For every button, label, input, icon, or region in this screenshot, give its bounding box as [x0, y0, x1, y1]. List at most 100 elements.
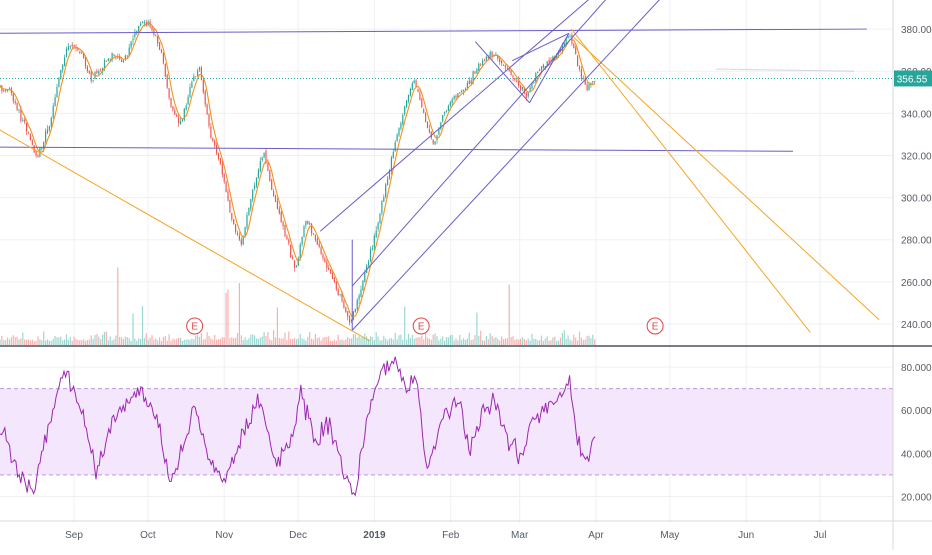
- moving-average-line: [0, 22, 595, 318]
- candle-body: [185, 105, 187, 110]
- candle-body: [16, 102, 18, 110]
- volume-bar: [478, 335, 480, 345]
- candle-body: [102, 67, 104, 72]
- candle-body: [400, 123, 402, 129]
- candle-body: [202, 79, 204, 93]
- volume-bar: [16, 336, 18, 345]
- candle-body: [33, 145, 35, 153]
- volume-bar: [208, 336, 210, 345]
- candle-body: [292, 257, 294, 259]
- volume-bar: [236, 332, 239, 345]
- volume-bar: [290, 338, 292, 345]
- candle-body: [307, 221, 309, 224]
- candle-body: [423, 109, 425, 113]
- candle-body: [396, 134, 398, 142]
- volume-bar: [588, 335, 590, 345]
- time-tick-label: Oct: [140, 530, 156, 541]
- volume-bar: [569, 339, 571, 345]
- volume-bar: [223, 337, 225, 345]
- candle-body: [368, 261, 370, 266]
- volume-bar: [79, 340, 81, 345]
- volume-bar: [269, 339, 271, 345]
- candle-body: [483, 60, 486, 61]
- candle-body: [168, 88, 170, 98]
- candle-body: [274, 195, 277, 202]
- candle-body: [166, 74, 168, 88]
- projection-line-upper: [573, 37, 880, 321]
- volume-bar: [377, 336, 379, 345]
- volume-bar: [111, 340, 113, 345]
- volume-bar: [400, 334, 402, 345]
- candle-body: [592, 81, 594, 83]
- volume-bar: [155, 338, 157, 345]
- volume-bar: [525, 340, 527, 345]
- candle-body: [278, 208, 280, 214]
- volume-bar: [571, 340, 573, 345]
- volume-bar: [81, 340, 83, 345]
- candle-body: [50, 117, 52, 127]
- candle-body: [273, 191, 275, 197]
- candle-body: [379, 214, 381, 224]
- candle-body: [417, 88, 419, 92]
- candle-body: [586, 84, 588, 91]
- volume-bar: [426, 337, 429, 345]
- candle-body: [103, 60, 106, 70]
- candle-body: [86, 66, 88, 71]
- candle-body: [442, 115, 444, 121]
- candle-body: [221, 163, 223, 175]
- volume-bar: [476, 312, 478, 345]
- candle-body: [438, 128, 440, 135]
- candle-body: [257, 169, 259, 178]
- volume-bar: [565, 338, 567, 345]
- volume-bar: [406, 339, 408, 345]
- volume-bar: [432, 334, 434, 345]
- volume-bar: [130, 340, 132, 345]
- volume-bar: [100, 339, 102, 345]
- volume-bar: [206, 332, 208, 345]
- volume-bar: [292, 339, 294, 345]
- volume-bar: [434, 333, 436, 345]
- volume-layer: [0, 267, 596, 345]
- candle-body: [497, 55, 499, 59]
- volume-bar: [502, 339, 505, 345]
- volume-bar: [96, 334, 98, 345]
- candle-body: [328, 267, 330, 271]
- volume-bar: [282, 338, 284, 345]
- candle-body: [231, 212, 233, 220]
- candle-body: [75, 46, 77, 49]
- volume-bar: [504, 338, 506, 345]
- candle-body: [466, 82, 468, 89]
- candle-body: [377, 223, 379, 230]
- falling-trendline: [0, 129, 370, 342]
- candle-body: [18, 109, 20, 111]
- candle-body: [373, 235, 375, 248]
- drawing-layer: [0, 0, 893, 342]
- volume-bar: [457, 340, 459, 345]
- volume-bar: [14, 337, 16, 345]
- volume-bar: [369, 336, 372, 345]
- candle-body: [449, 102, 451, 106]
- candle-body: [565, 38, 567, 45]
- candle-body: [22, 119, 24, 121]
- volume-bar: [238, 283, 240, 345]
- candle-body: [178, 117, 180, 124]
- volume-bar: [198, 336, 201, 345]
- volume-bar: [31, 339, 33, 345]
- candle-body: [223, 173, 225, 182]
- volume-bar: [485, 336, 487, 345]
- candle-body: [459, 92, 461, 94]
- volume-bar: [73, 336, 75, 345]
- candle-body: [252, 189, 254, 200]
- last-price-box: [894, 70, 932, 87]
- volume-bar: [105, 331, 107, 345]
- candle-body: [426, 122, 429, 129]
- volume-bar: [552, 337, 554, 345]
- candle-body: [244, 227, 246, 237]
- candle-body: [385, 184, 387, 197]
- candle-body: [331, 272, 334, 279]
- volume-bar: [90, 335, 92, 345]
- earnings-marker: [412, 317, 430, 335]
- candle-body: [48, 126, 50, 130]
- volume-bar: [252, 334, 254, 345]
